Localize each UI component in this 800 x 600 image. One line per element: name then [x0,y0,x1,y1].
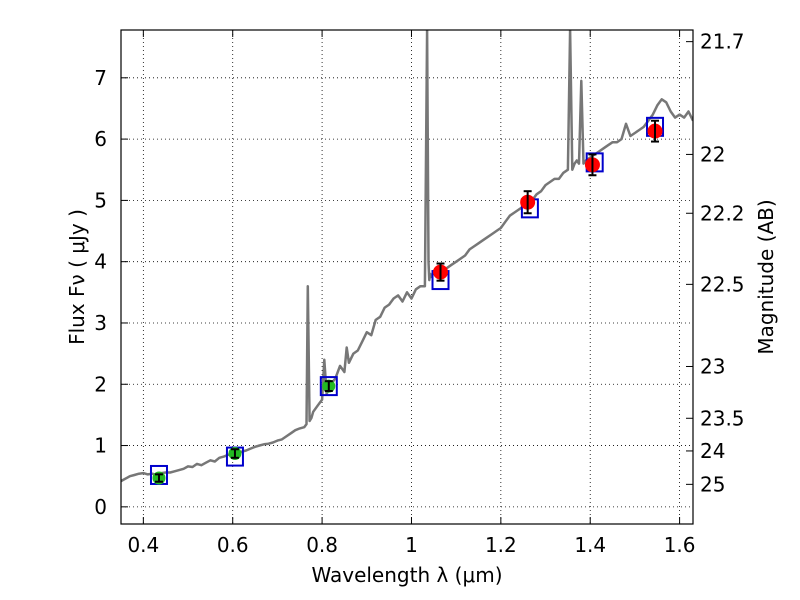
y2-tick-label: 22 [700,142,725,166]
y2-tick-label: 22.2 [700,201,745,225]
y2-tick-label: 24 [700,439,725,463]
x-tick-label: 0.6 [217,533,249,557]
y-tick-label: 5 [94,188,107,212]
y-tick-label: 1 [94,434,107,458]
y-tick-label: 3 [94,311,107,335]
y2-tick-label: 21.7 [700,30,745,54]
y2-tick-label: 23.5 [700,406,745,430]
y-tick-label: 6 [94,127,107,151]
model-square-marker [319,376,338,397]
y2-axis-title: Magnitude (AB) [754,199,778,354]
y-axis-title: Flux Fν ( μJy ) [65,209,89,345]
plot-background [121,30,693,524]
photometry-layer [149,116,665,485]
ticks: 0.4 0.6 0.8 1 1.2 1.4 1.601234567252423.52322.… [94,30,744,557]
x-tick-label: 1.4 [574,533,606,557]
y-tick-label: 0 [94,495,107,519]
x-tick-label: 0.4 [127,533,159,557]
y-tick-label: 4 [94,250,107,274]
grid [121,30,693,524]
x-axis-title: Wavelength λ (μm) [311,563,502,587]
x-tick-label: 1 [405,533,418,557]
x-tick-label: 1.2 [485,533,517,557]
plot-frame [120,29,694,525]
x-tick-label: 0.8 [306,533,338,557]
y2-tick-label: 25 [700,472,725,496]
y2-tick-label: 23 [700,354,725,378]
y-tick-label: 2 [94,372,107,396]
y-tick-label: 7 [94,66,107,90]
y2-tick-label: 22.5 [700,272,745,296]
x-tick-label: 1.6 [664,533,696,557]
